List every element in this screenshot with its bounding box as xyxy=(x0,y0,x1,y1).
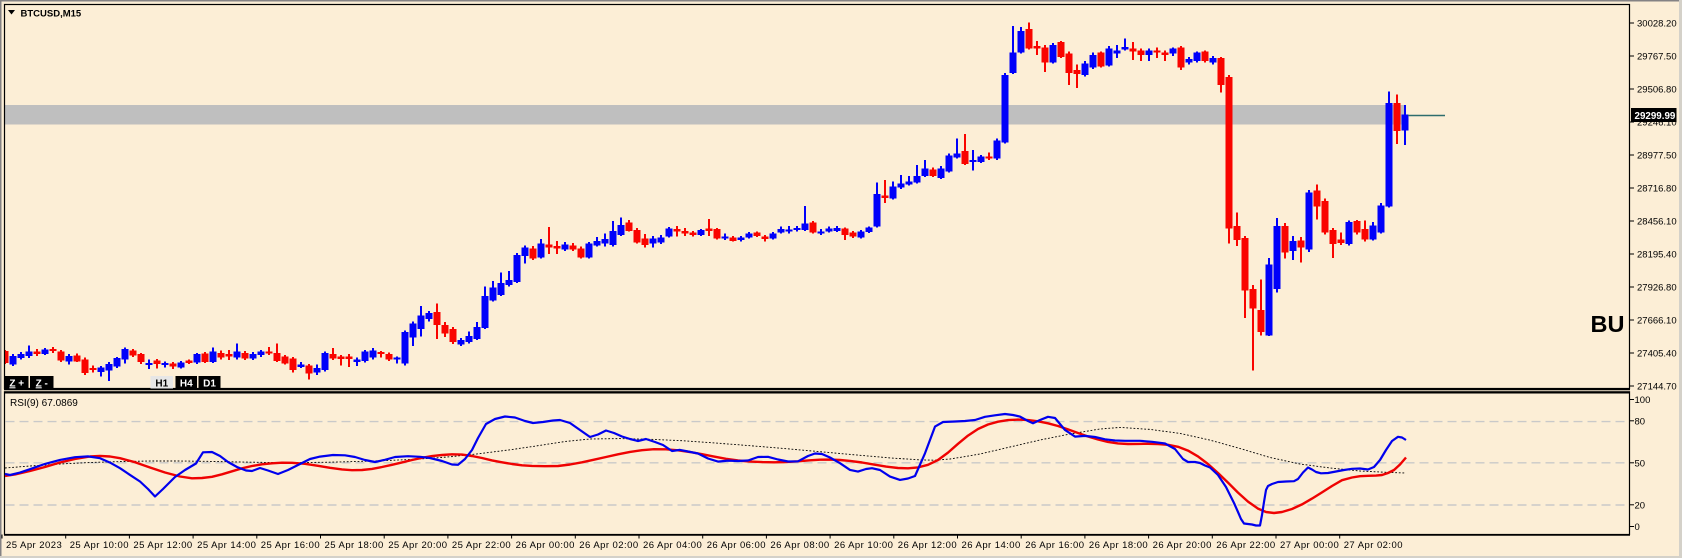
svg-text:27666.10: 27666.10 xyxy=(1637,316,1677,327)
svg-text:26 Apr 22:00: 26 Apr 22:00 xyxy=(1216,540,1275,551)
svg-text:H1: H1 xyxy=(155,378,168,389)
svg-text:27144.70: 27144.70 xyxy=(1637,382,1677,393)
svg-text:Z -: Z - xyxy=(36,378,48,389)
svg-text:28195.40: 28195.40 xyxy=(1637,250,1677,261)
svg-text:27926.80: 27926.80 xyxy=(1637,283,1677,294)
svg-text:25 Apr 10:00: 25 Apr 10:00 xyxy=(70,540,129,551)
svg-text:26 Apr 04:00: 26 Apr 04:00 xyxy=(643,540,702,551)
svg-text:29767.50: 29767.50 xyxy=(1637,52,1677,63)
svg-text:BU: BU xyxy=(1591,311,1625,337)
svg-text:26 Apr 14:00: 26 Apr 14:00 xyxy=(962,540,1021,551)
svg-text:20: 20 xyxy=(1635,500,1646,511)
svg-text:28977.50: 28977.50 xyxy=(1637,151,1677,162)
svg-text:25 Apr 20:00: 25 Apr 20:00 xyxy=(388,540,447,551)
svg-text:27 Apr 00:00: 27 Apr 00:00 xyxy=(1280,540,1339,551)
svg-text:28716.80: 28716.80 xyxy=(1637,184,1677,195)
svg-text:Z +: Z + xyxy=(9,378,24,389)
svg-text:25 Apr 14:00: 25 Apr 14:00 xyxy=(197,540,256,551)
svg-text:25 Apr 18:00: 25 Apr 18:00 xyxy=(325,540,384,551)
svg-text:28456.10: 28456.10 xyxy=(1637,217,1677,228)
svg-text:29299.99: 29299.99 xyxy=(1635,111,1676,122)
svg-text:26 Apr 18:00: 26 Apr 18:00 xyxy=(1089,540,1148,551)
svg-text:H4: H4 xyxy=(180,378,193,389)
svg-text:25 Apr 22:00: 25 Apr 22:00 xyxy=(452,540,511,551)
svg-text:26 Apr 10:00: 26 Apr 10:00 xyxy=(834,540,893,551)
svg-text:25 Apr 12:00: 25 Apr 12:00 xyxy=(133,540,192,551)
svg-text:27 Apr 02:00: 27 Apr 02:00 xyxy=(1344,540,1403,551)
svg-text:RSI(9) 67.0869: RSI(9) 67.0869 xyxy=(10,398,78,409)
svg-text:26 Apr 00:00: 26 Apr 00:00 xyxy=(516,540,575,551)
svg-text:100: 100 xyxy=(1635,395,1651,406)
svg-text:25 Apr 2023: 25 Apr 2023 xyxy=(6,540,62,551)
svg-text:26 Apr 12:00: 26 Apr 12:00 xyxy=(898,540,957,551)
svg-text:D1: D1 xyxy=(203,378,216,389)
svg-text:50: 50 xyxy=(1635,458,1646,469)
svg-text:25 Apr 16:00: 25 Apr 16:00 xyxy=(261,540,320,551)
svg-text:26 Apr 02:00: 26 Apr 02:00 xyxy=(579,540,638,551)
svg-text:30028.20: 30028.20 xyxy=(1637,19,1677,30)
svg-text:27405.40: 27405.40 xyxy=(1637,349,1677,360)
svg-text:BTCUSD,M15: BTCUSD,M15 xyxy=(21,9,82,20)
svg-text:26 Apr 06:00: 26 Apr 06:00 xyxy=(707,540,766,551)
svg-text:29506.80: 29506.80 xyxy=(1637,85,1677,96)
svg-text:26 Apr 08:00: 26 Apr 08:00 xyxy=(770,540,829,551)
svg-text:80: 80 xyxy=(1635,416,1646,427)
svg-text:0: 0 xyxy=(1635,522,1640,533)
svg-text:29246.10: 29246.10 xyxy=(1637,118,1677,129)
svg-text:26 Apr 16:00: 26 Apr 16:00 xyxy=(1025,540,1084,551)
svg-text:26 Apr 20:00: 26 Apr 20:00 xyxy=(1153,540,1212,551)
